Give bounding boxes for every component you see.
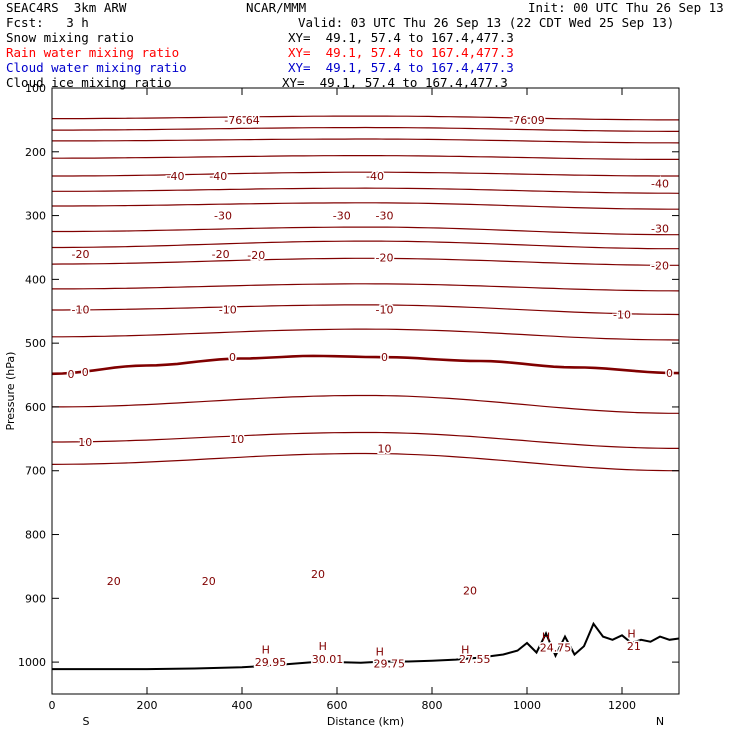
contour-label: -30 [376,210,394,223]
legend-label: Rain water mixing ratio [6,45,180,60]
x-tick-label: 200 [137,699,158,712]
isotherm-line [52,202,679,210]
x-tick-label: 800 [422,699,443,712]
y-tick-label: 1000 [18,656,46,669]
contour-label: -30 [214,210,232,223]
contour-label: 10 [230,433,244,446]
contour-label: 0 [381,351,388,364]
contour-label: 20 [202,575,216,588]
isotherm-line [52,155,679,160]
contour-label: -76.09 [509,114,544,127]
forecast-hour: Fcst: 3 h [6,15,89,30]
x-axis-label: Distance (km) [327,715,404,728]
contour-label: 24.75 [540,641,572,654]
contour-label: 0 [82,366,89,379]
contour-label: 0 [229,351,236,364]
x-tick-label: 1000 [513,699,541,712]
x-start-label: S [83,715,90,728]
contour-label: 20 [463,585,477,598]
x-end-label: N [656,715,664,728]
contour-label: -20 [72,248,90,261]
model-title: SEAC4RS 3km ARW [6,0,127,15]
high-marker: H [461,643,469,656]
contour-label: -20 [651,259,669,272]
legend-xy: XY= 49.1, 57.4 to 167.4,477.3 [288,60,514,75]
plot-frame [51,87,680,695]
contour-label: 0 [666,367,673,380]
contour-label: -20 [212,248,230,261]
contour-label: -10 [613,308,631,321]
isotherm-line [52,226,679,236]
isotherm-line [52,126,679,132]
contour-label: -40 [366,170,384,183]
y-tick-label: 900 [25,592,46,605]
legend-xy: XY= 49.1, 57.4 to 167.4,477.3 [288,30,514,45]
valid-time: Valid: 03 UTC Thu 26 Sep 13 (22 CDT Wed … [298,15,675,30]
isotherm-line [52,431,679,449]
legend-label: Cloud ice mixing ratio [6,75,172,90]
isotherm-line [52,115,679,121]
high-marker: H [627,627,635,640]
high-marker: H [319,640,327,653]
x-tick-label: 400 [232,699,253,712]
y-tick-label: 800 [25,529,46,542]
x-tick-label: 600 [327,699,348,712]
contour-label: -40 [651,178,669,191]
high-marker: H [262,643,270,656]
x-tick-label: 0 [49,699,56,712]
contour-label: 10 [78,436,92,449]
x-tick-label: 1200 [608,699,636,712]
high-marker: H [542,631,550,644]
isotherm-line [52,138,680,144]
y-tick-label: 500 [25,337,46,350]
contour-label: 10 [378,442,392,455]
high-marker: H [376,645,384,658]
isotherm-line [51,257,679,266]
y-axis-label: Pressure (hPa) [4,352,17,431]
legend-xy: XY= 49.1, 57.4 to 167.4,477.3 [282,75,508,90]
legend-xy: XY= 49.1, 57.4 to 167.4,477.3 [288,45,514,60]
contour-label: -76.64 [224,114,259,127]
contour-label: 29.75 [374,657,406,670]
center-label: NCAR/MMM [246,0,307,15]
contour-label: 30.01 [312,653,344,666]
contour-label: -40 [167,170,185,183]
y-tick-label: 200 [25,146,46,159]
isotherm-line [52,171,679,177]
contour-label: -30 [651,222,669,235]
legend-label: Cloud water mixing ratio [6,60,187,75]
contour-label: -30 [333,210,351,223]
isotherm-line [52,187,680,194]
contour-label: 20 [107,575,121,588]
contour-label: 20 [311,568,325,581]
contour-label: 27.55 [459,653,491,666]
isotherm-line [52,240,679,250]
terrain-line [52,621,680,671]
isotherm-line [51,452,679,472]
y-tick-label: 700 [25,465,46,478]
init-time: Init: 00 UTC Thu 26 Sep 13 [528,0,724,15]
freezing-level-line [51,354,680,376]
contour-label: 29.95 [255,656,287,669]
contour-label: 21 [627,640,641,653]
isotherm-line [52,328,680,341]
contour-label: -10 [219,303,237,316]
contour-label: -10 [376,303,394,316]
contour-label: -20 [247,249,265,262]
y-tick-label: 300 [25,210,46,223]
contour-label: -10 [72,303,90,316]
contour-label: -20 [376,252,394,265]
y-tick-label: 400 [25,273,46,286]
y-tick-label: 600 [25,401,46,414]
isotherm-line [52,304,680,316]
isotherm-line [52,394,679,414]
legend-label: Snow mixing ratio [6,30,134,45]
isotherm-line [52,283,680,292]
contour-label: 0 [68,368,75,381]
contour-label: -40 [209,170,227,183]
y-tick-label: 100 [25,82,46,95]
